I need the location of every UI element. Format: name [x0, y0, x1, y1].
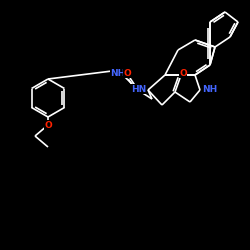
Text: HN: HN — [131, 84, 146, 94]
Text: O: O — [44, 120, 52, 130]
Text: O: O — [179, 68, 187, 78]
Text: NH: NH — [110, 68, 126, 78]
Text: NH: NH — [202, 84, 217, 94]
Text: O: O — [123, 68, 131, 78]
